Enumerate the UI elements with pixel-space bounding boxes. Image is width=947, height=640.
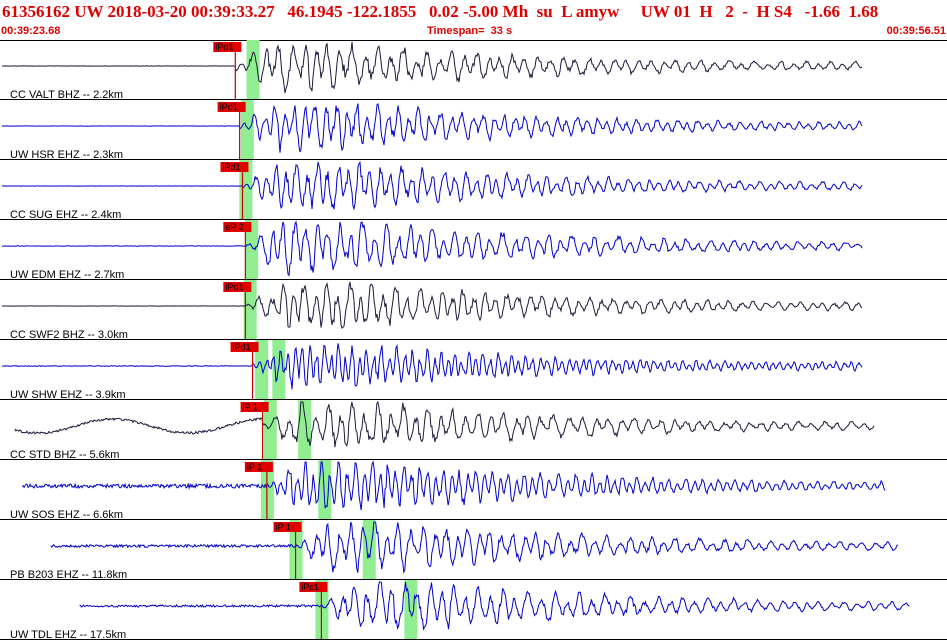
waveform-trace [1, 281, 863, 330]
channel-label: UW EDM EHZ -- 2.7km [10, 269, 124, 281]
waveform-trace [1, 160, 863, 211]
pick-marker-box [223, 222, 252, 232]
trace-panel-1[interactable]: iPd1 CC VALT BHZ -- 2.2km [0, 40, 947, 101]
channel-label: CC SWF2 BHZ -- 3.0km [10, 329, 128, 341]
waveform-trace [2, 220, 863, 277]
channel-label: CC STD BHZ -- 5.6km [10, 449, 119, 461]
trace-panel-7[interactable]: iP 1 CC STD BHZ -- 5.6km [0, 400, 947, 461]
waveform-trace [79, 581, 910, 631]
channel-label: UW TDL EHZ -- 17.5km [10, 629, 126, 640]
pick-marker-box [223, 282, 252, 292]
s-window-band [362, 520, 376, 580]
pick-marker-box [213, 42, 242, 52]
p-window-band [245, 220, 259, 280]
channel-label: PB B203 EHZ -- 11.8km [10, 569, 127, 581]
s-window-band [272, 340, 286, 400]
end-time-label: 00:39:56.51 [886, 25, 946, 37]
channel-label: UW SOS EHZ -- 6.6km [10, 509, 123, 521]
p-window-band [263, 400, 277, 460]
s-window-band [298, 400, 312, 460]
p-window-band [246, 40, 260, 100]
pick-marker-box [220, 162, 249, 172]
pick-label: iPd1 [220, 102, 238, 112]
pick-label: iPd1 [222, 162, 240, 172]
p-window-band [240, 100, 254, 160]
timespan-label: Timespan= 33 s [427, 25, 513, 37]
waveform-trace [14, 400, 875, 448]
pick-label: iP 1 [247, 462, 262, 472]
seismogram-canvas[interactable]: iPd1 CC VALT BHZ -- 2.2km iPd1 UW HSR EHZ -… [0, 40, 947, 640]
seismogram-panel[interactable]: iPd1 CC VALT BHZ -- 2.2km iPd1 UW HSR EHZ -… [0, 40, 947, 640]
pick-label: iP 1 [276, 522, 291, 532]
pick-label: iPd1 [233, 342, 251, 352]
pick-label: iP 1 [243, 402, 258, 412]
trace-panel-5[interactable]: iPd1 CC SWF2 BHZ -- 3.0km [0, 280, 947, 341]
channel-label: UW HSR EHZ -- 2.3km [10, 149, 123, 161]
start-time-label: 00:39:23.68 [1, 25, 61, 37]
pick-label: eP 2 [225, 222, 243, 232]
pick-label: iPd1 [225, 282, 243, 292]
pick-label: iPd1 [215, 42, 233, 52]
channel-label: CC VALT BHZ -- 2.2km [10, 89, 123, 101]
trace-panel-4[interactable]: eP 2 UW EDM EHZ -- 2.7km [0, 220, 947, 281]
event-header: 61356162 UW 2018-03-20 00:39:33.27 46.19… [0, 0, 947, 40]
p-window-band [255, 340, 269, 400]
waveform-trace [1, 42, 863, 94]
pick-marker-box [230, 342, 259, 352]
waveform-trace [1, 343, 863, 390]
pick-marker-box [217, 102, 246, 112]
event-summary-title: 61356162 UW 2018-03-20 00:39:33.27 46.19… [2, 2, 879, 21]
trace-panel-6[interactable]: iPd1 UW SHW EHZ -- 3.9km [0, 340, 947, 401]
pick-marker-box [240, 402, 269, 412]
trace-panel-8[interactable]: iP 1 UW SOS EHZ -- 6.6km [0, 460, 947, 521]
waveform-trace [1, 102, 863, 153]
waveform-trace [50, 521, 899, 574]
pick-marker-box [299, 582, 328, 592]
trace-panel-2[interactable]: iPd1 UW HSR EHZ -- 2.3km [0, 100, 947, 161]
trace-panel-9[interactable]: iP 1 PB B203 EHZ -- 11.8km [0, 520, 947, 581]
trace-panel-10[interactable]: iPc1 UW TDL EHZ -- 17.5km [0, 580, 947, 640]
waveform-trace [21, 460, 886, 511]
pick-label: iPc1 [301, 582, 319, 592]
s-window-band [318, 460, 332, 520]
p-window-band [243, 280, 257, 340]
trace-panel-3[interactable]: iPd1 CC SUG EHZ -- 2.4km [0, 160, 947, 221]
pick-marker-box [273, 522, 302, 532]
channel-label: UW SHW EHZ -- 3.9km [10, 389, 126, 401]
channel-label: CC SUG EHZ -- 2.4km [10, 209, 121, 221]
pick-marker-box [244, 462, 273, 472]
